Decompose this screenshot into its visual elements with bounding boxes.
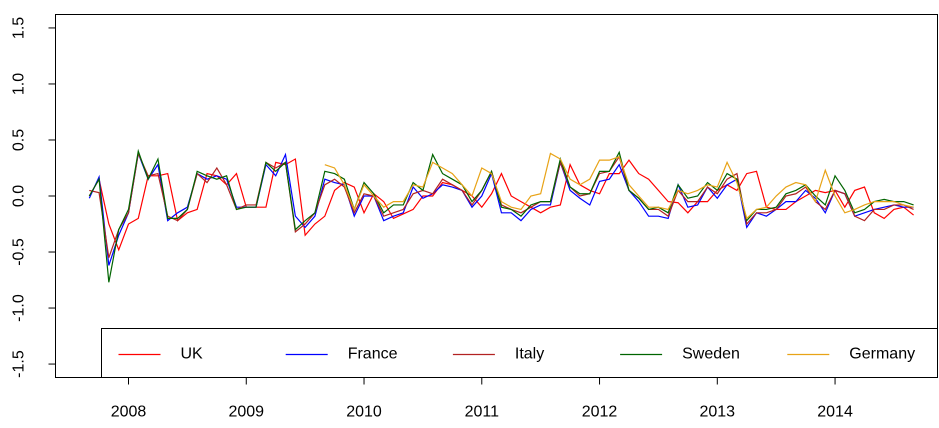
legend-label: France — [348, 346, 398, 363]
legend-label: Sweden — [682, 346, 740, 363]
x-tick-label: 2014 — [817, 404, 853, 421]
x-tick-label: 2011 — [465, 404, 500, 421]
y-tick-label: -0.5 — [11, 238, 28, 266]
y-tick-label: 1.5 — [11, 17, 28, 39]
series-line — [88, 151, 914, 266]
legend-label: UK — [181, 346, 204, 363]
legend-label: Italy — [515, 346, 544, 363]
series-line — [324, 152, 914, 220]
legend-box — [101, 328, 938, 378]
y-tick-label: -1.0 — [11, 294, 28, 322]
x-tick-label: 2010 — [346, 404, 382, 421]
x-tick-label: 2013 — [699, 404, 735, 421]
y-tick-label: 1.0 — [11, 73, 28, 95]
y-tick-label: -1.5 — [11, 350, 28, 378]
y-tick-label: 0.0 — [11, 185, 28, 207]
y-tick-label: 0.5 — [11, 129, 28, 151]
x-tick-label: 2009 — [228, 404, 264, 421]
x-tick-label: 2012 — [582, 404, 618, 421]
x-tick-label: 2008 — [111, 404, 147, 421]
legend-label: Germany — [849, 346, 915, 363]
series-line — [88, 148, 914, 283]
